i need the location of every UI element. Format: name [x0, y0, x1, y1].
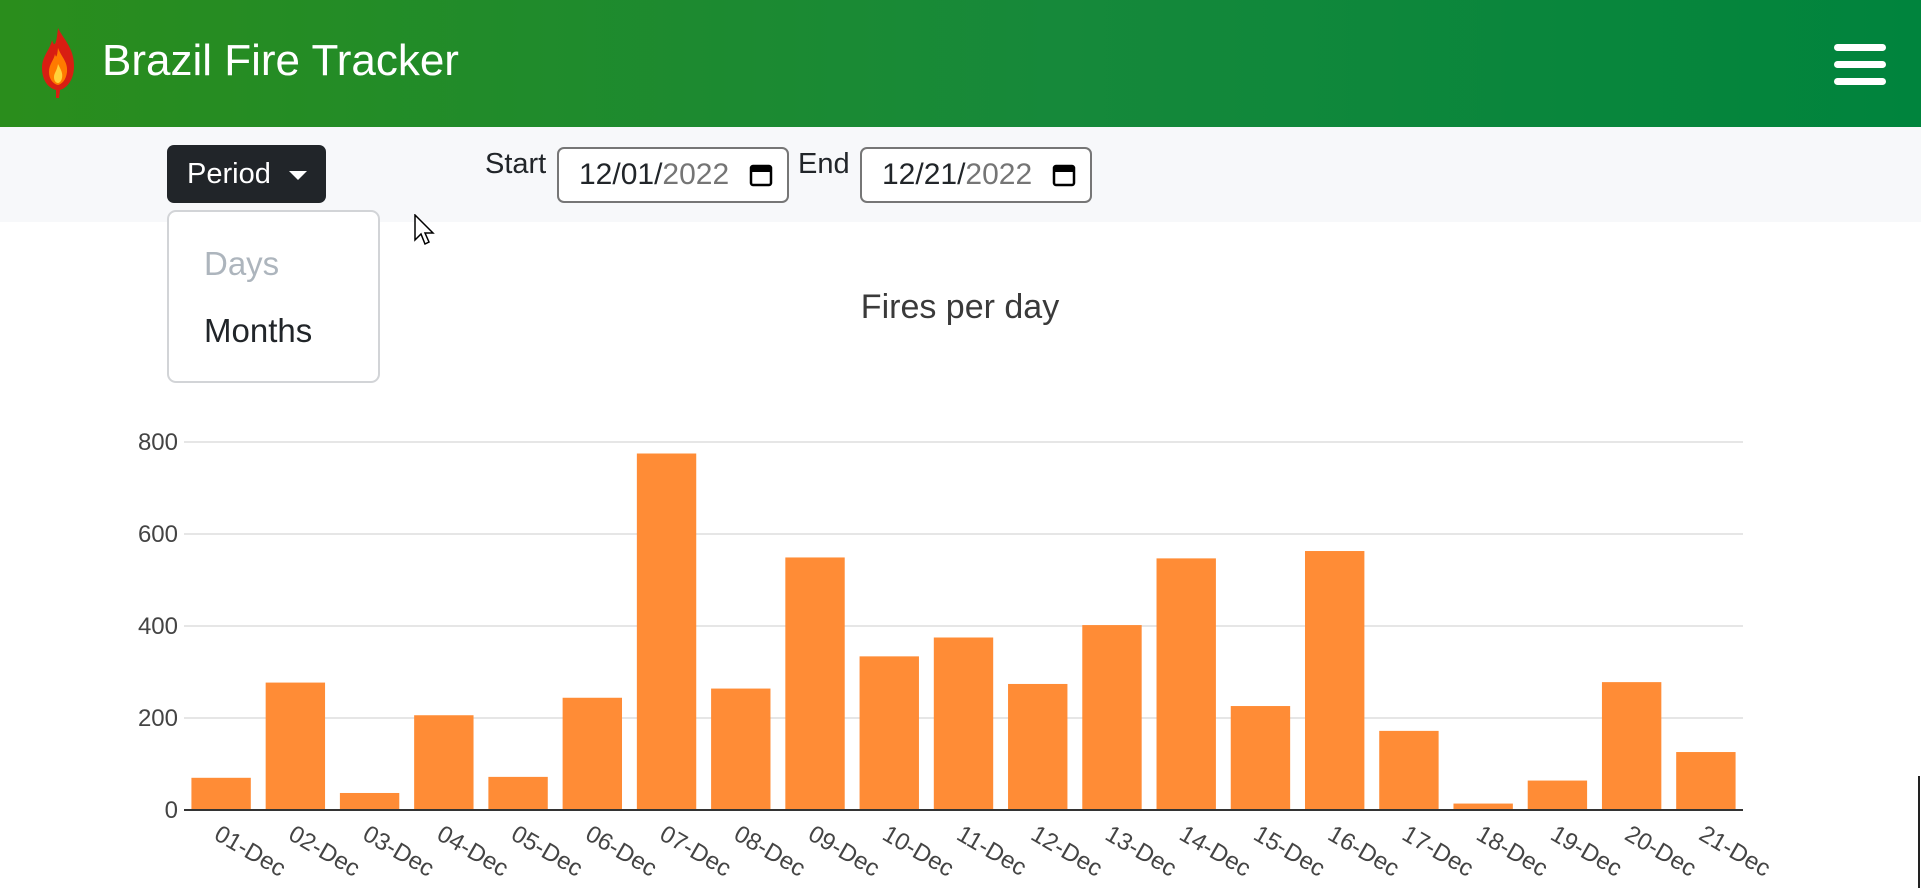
calendar-icon[interactable]: [749, 163, 773, 187]
x-tick-label: 10-Dec: [878, 820, 959, 882]
x-tick-label: 14-Dec: [1175, 820, 1256, 882]
bar[interactable]: [1156, 558, 1216, 810]
caret-down-icon: [289, 171, 307, 180]
bar[interactable]: [933, 637, 994, 811]
x-tick-label: 20-Dec: [1620, 820, 1701, 882]
x-tick-label: 05-Dec: [507, 820, 588, 882]
bar[interactable]: [414, 715, 474, 810]
menu-item-days[interactable]: Days: [204, 245, 280, 282]
end-date-input[interactable]: 12/21/2022: [860, 147, 1092, 203]
flame-icon: [42, 28, 74, 98]
end-date-label: End: [798, 148, 850, 180]
window-edge: [1918, 776, 1920, 888]
x-tick-label: 02-Dec: [284, 820, 365, 882]
bar[interactable]: [859, 656, 919, 810]
x-tick-label: 01-Dec: [210, 820, 291, 882]
x-tick-label: 09-Dec: [804, 820, 885, 882]
bar[interactable]: [1379, 730, 1439, 810]
calendar-icon[interactable]: [1052, 163, 1076, 187]
x-tick-label: 19-Dec: [1546, 820, 1627, 882]
bar[interactable]: [488, 776, 548, 810]
period-dropdown-button[interactable]: Period: [167, 145, 326, 203]
y-tick-label: 600: [138, 521, 178, 548]
x-tick-label: 06-Dec: [581, 820, 662, 882]
bar[interactable]: [562, 697, 623, 810]
start-date-year: 2022: [662, 158, 730, 191]
bar[interactable]: [1008, 683, 1068, 810]
app-header: Brazil Fire Tracker: [0, 0, 1921, 127]
period-dropdown-menu: Days Months: [167, 210, 380, 383]
x-tick-label: 21-Dec: [1694, 820, 1775, 882]
y-tick-label: 200: [138, 705, 178, 732]
period-button-label: Period: [187, 158, 271, 190]
x-tick-label: 11-Dec: [952, 820, 1031, 881]
x-tick-label: 13-Dec: [1101, 820, 1182, 882]
app-title: Brazil Fire Tracker: [102, 36, 459, 85]
bar[interactable]: [1527, 780, 1588, 810]
y-tick-label: 0: [165, 797, 178, 824]
bar[interactable]: [1676, 752, 1736, 810]
x-tick-label: 08-Dec: [729, 820, 810, 882]
x-tick-label: 12-Dec: [1026, 820, 1107, 882]
bar[interactable]: [1304, 551, 1365, 810]
bar[interactable]: [1230, 706, 1291, 810]
bar[interactable]: [711, 688, 771, 810]
bar[interactable]: [636, 453, 697, 811]
bar[interactable]: [785, 557, 845, 810]
bar[interactable]: [339, 792, 400, 810]
y-tick-label: 800: [138, 429, 178, 456]
y-tick-label: 400: [138, 613, 178, 640]
x-tick-label: 07-Dec: [655, 820, 736, 882]
start-date-value: 12/01/: [579, 158, 663, 191]
mouse-cursor-icon: [414, 214, 435, 246]
x-tick-label: 16-Dec: [1323, 820, 1404, 882]
bar[interactable]: [265, 682, 326, 810]
x-tick-label: 18-Dec: [1472, 820, 1553, 882]
bar[interactable]: [1453, 803, 1513, 810]
start-date-input[interactable]: 12/01/2022: [557, 147, 789, 203]
x-tick-label: 03-Dec: [358, 820, 439, 882]
x-tick-label: 17-Dec: [1398, 820, 1479, 882]
x-tick-label: 04-Dec: [432, 820, 513, 882]
start-date-label: Start: [485, 148, 547, 180]
bar[interactable]: [191, 777, 251, 810]
hamburger-menu-icon[interactable]: [1834, 44, 1886, 86]
chart-title: Fires per day: [861, 288, 1059, 326]
end-date-year: 2022: [965, 158, 1033, 191]
fires-per-day-chart: Fires per day 0 200 400 600 800 01-Dec02-Dec03…: [138, 288, 1775, 882]
bar[interactable]: [1082, 625, 1142, 810]
x-tick-label: 15-Dec: [1249, 820, 1330, 882]
bar[interactable]: [1601, 682, 1662, 810]
end-date-value: 12/21/: [882, 158, 966, 191]
menu-item-months[interactable]: Months: [204, 312, 313, 349]
